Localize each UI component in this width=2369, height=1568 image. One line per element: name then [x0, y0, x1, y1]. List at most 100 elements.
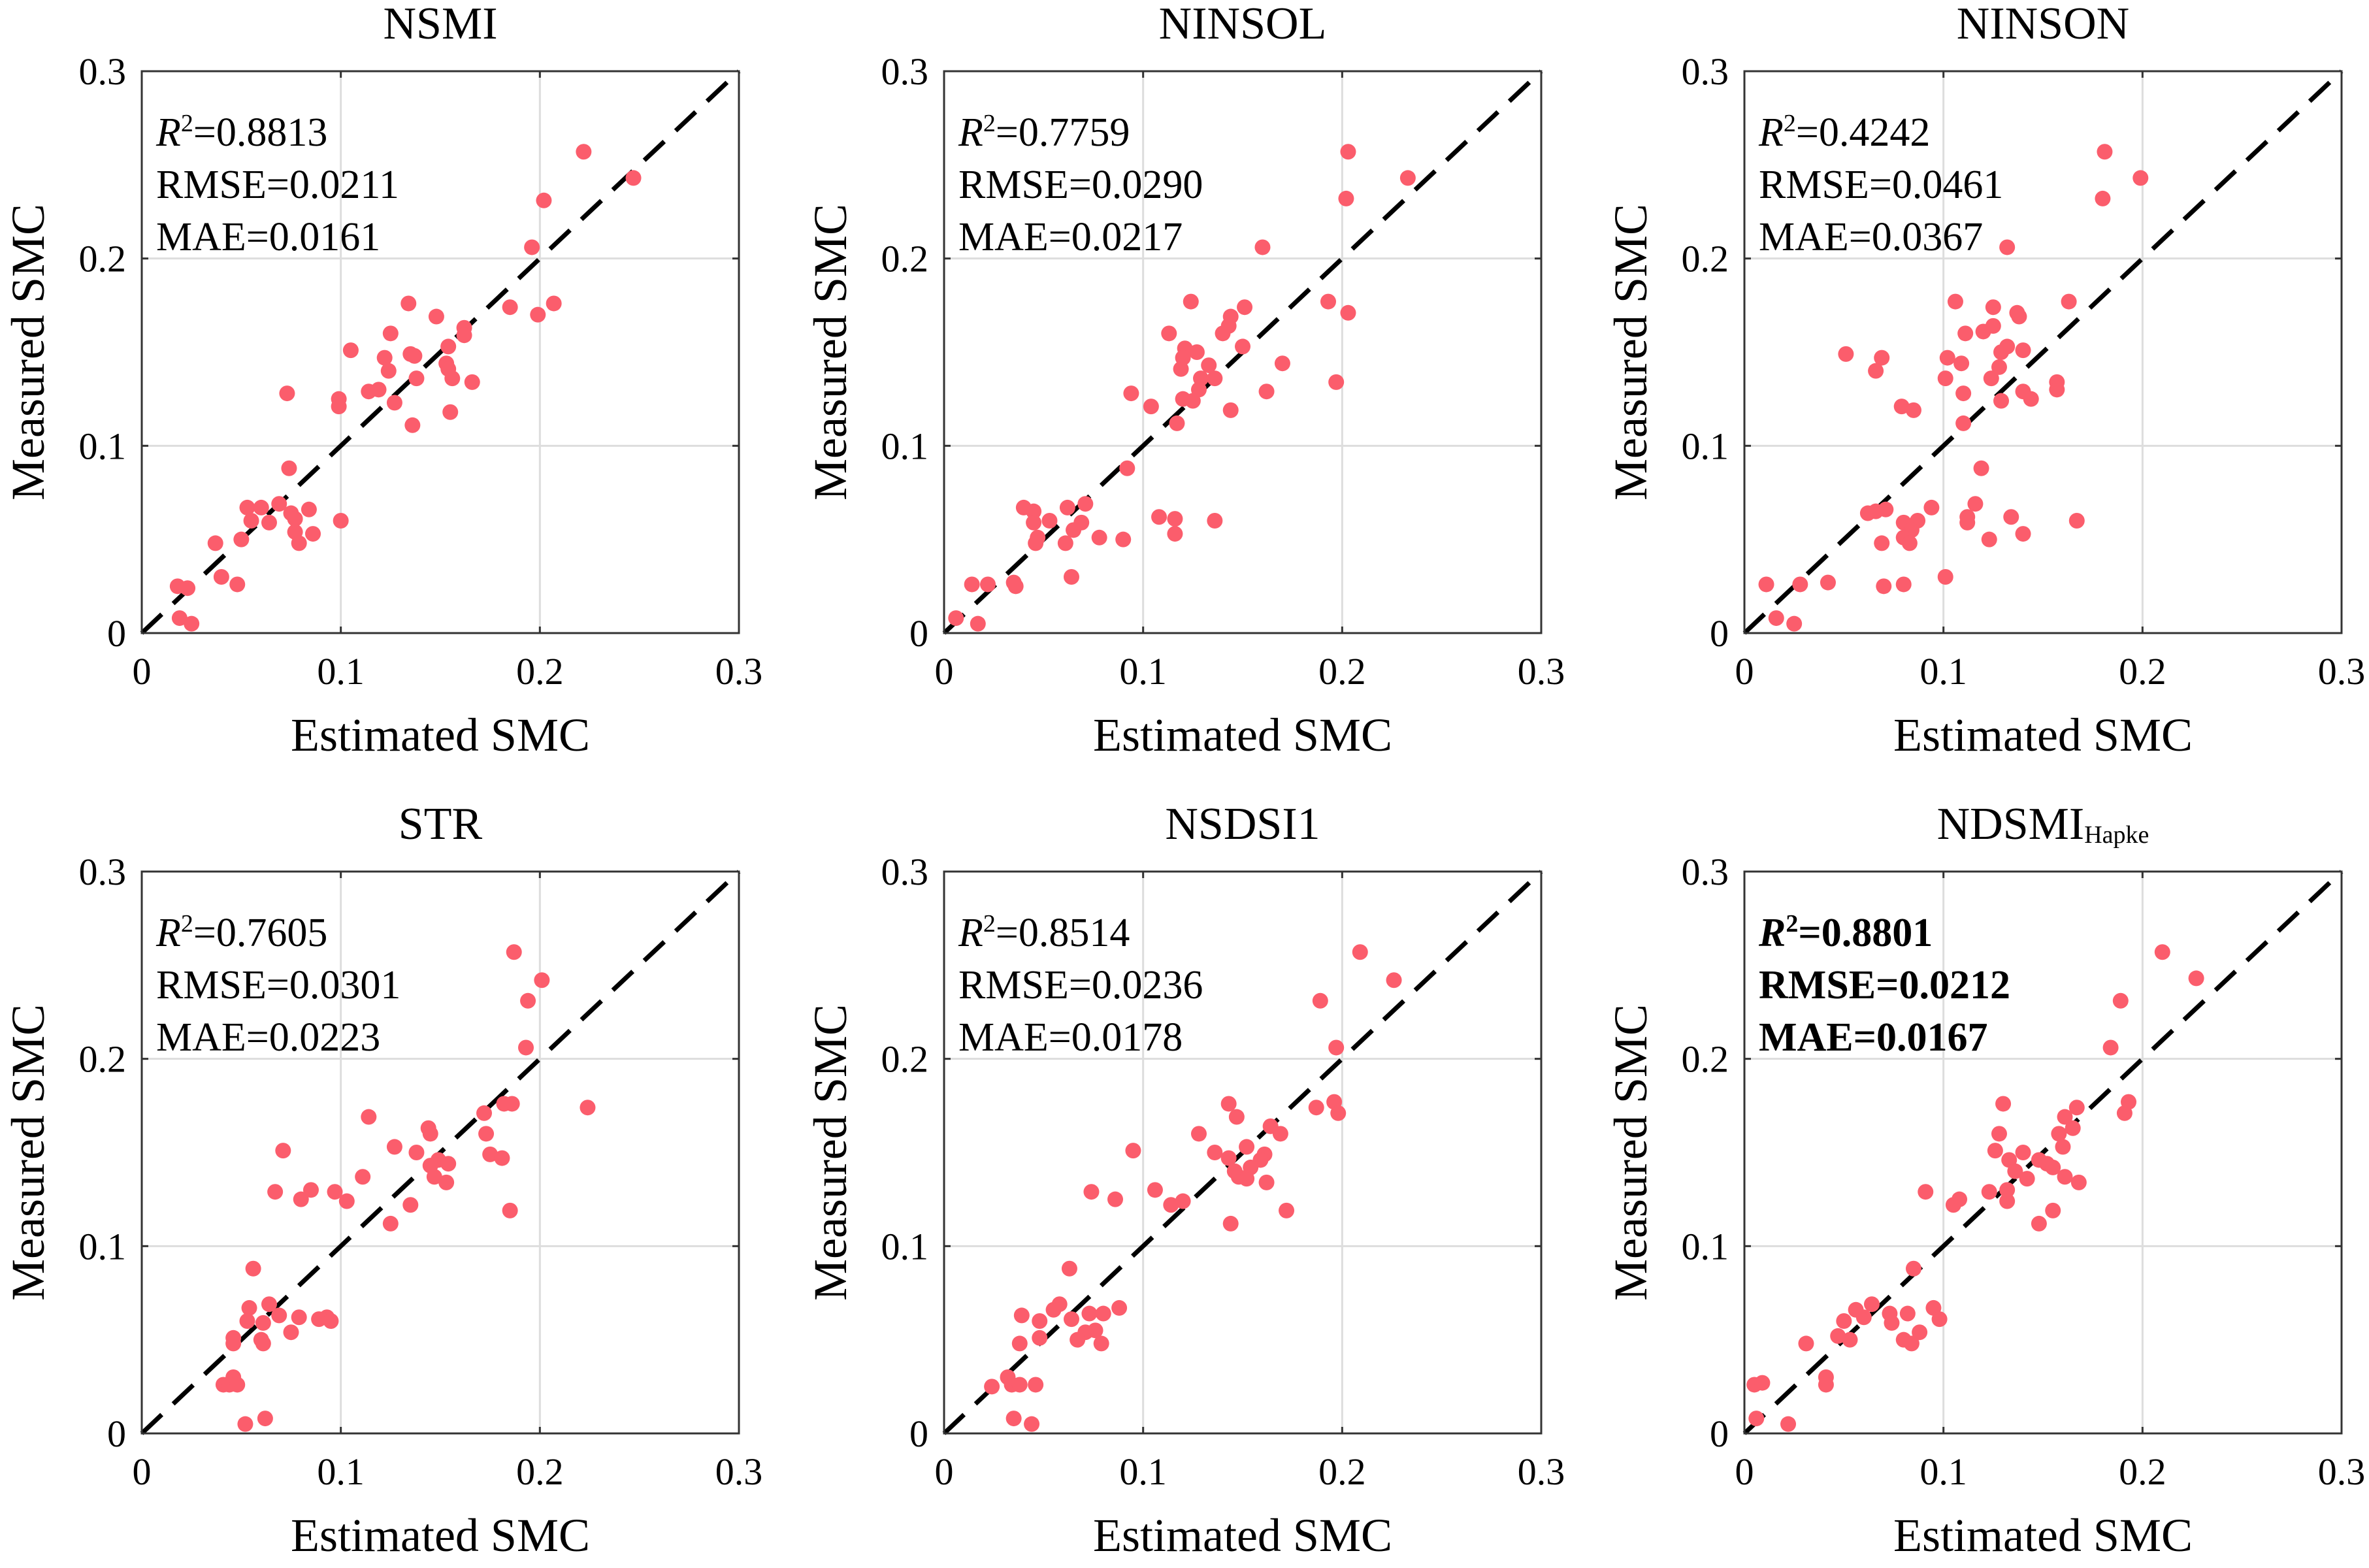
- x-axis-label: Estimated SMC: [1093, 1509, 1392, 1561]
- data-point: [1959, 514, 1976, 531]
- data-point: [1955, 415, 1972, 431]
- data-point: [2003, 509, 2019, 525]
- data-point: [184, 615, 200, 632]
- data-point: [207, 535, 223, 551]
- data-point: [275, 1143, 291, 1159]
- y-tick-label: 0.1: [881, 1225, 929, 1267]
- y-tick-label: 0.1: [1682, 1225, 1729, 1267]
- data-point: [1095, 1305, 1111, 1322]
- y-tick-label: 0.1: [1682, 425, 1729, 467]
- mae-annotation: MAE=0.0367: [1759, 215, 1983, 259]
- data-point: [408, 1145, 425, 1160]
- rmse-value: 0.0212: [1899, 963, 2010, 1007]
- data-point: [283, 1324, 299, 1341]
- data-point: [2065, 1120, 2081, 1136]
- y-tick-label: 0.2: [881, 1038, 929, 1081]
- scatter-panel-4: 0 0.1 0.2 0.3 0 0.1 0.2 0.3 R2=0.7605 RMSE=0.0301…: [2, 799, 762, 1561]
- rmse-label: RMSE=: [156, 963, 289, 1007]
- data-point: [1059, 499, 1075, 515]
- mae-label: MAE=: [958, 1015, 1071, 1060]
- data-point: [267, 1184, 284, 1200]
- rmse-value: 0.0301: [289, 963, 401, 1007]
- data-point: [1279, 1202, 1295, 1218]
- r-squared-value: =0.8514: [996, 911, 1130, 955]
- data-point: [482, 1146, 498, 1162]
- r-symbol: R: [1758, 110, 1784, 155]
- y-tick-label: 0.3: [881, 851, 929, 893]
- scatter-panel-2: 0 0.1 0.2 0.3 0 0.1 0.2 0.3 R2=0.7759 RMSE=0.0290…: [804, 0, 1565, 761]
- data-point: [233, 531, 250, 547]
- mae-label: MAE=: [156, 215, 269, 259]
- x-tick-label: 0: [1735, 650, 1754, 693]
- data-point: [1905, 402, 1921, 418]
- panel-title-main: NSMI: [383, 0, 497, 49]
- data-point: [2015, 1145, 2031, 1160]
- data-point: [225, 1335, 242, 1352]
- data-point: [323, 1313, 339, 1329]
- data-point: [1957, 325, 1974, 342]
- r-squared-annotation: R2=0.7759: [958, 110, 1130, 155]
- data-point: [1975, 323, 1991, 340]
- mae-annotation: MAE=0.0223: [156, 1015, 380, 1060]
- x-tick-label: 0.3: [715, 650, 763, 693]
- data-point: [1842, 1331, 1858, 1348]
- data-point: [1123, 385, 1139, 402]
- r-symbol: R: [1758, 911, 1786, 955]
- data-point: [1111, 1299, 1128, 1316]
- data-point: [2068, 513, 2085, 529]
- data-point: [1011, 1335, 1028, 1352]
- y-tick-label: 0.1: [79, 1225, 127, 1267]
- data-point: [1320, 293, 1337, 310]
- data-point: [1981, 531, 1997, 547]
- data-point: [1063, 1311, 1079, 1328]
- panel-title: NINSOL: [1159, 0, 1327, 49]
- y-axis-label: Measured SMC: [804, 1004, 857, 1301]
- data-point: [1308, 1100, 1324, 1116]
- data-point: [355, 1169, 371, 1185]
- y-tick-label: 0.3: [881, 50, 929, 93]
- data-point: [333, 513, 349, 529]
- data-point: [1923, 499, 1940, 515]
- data-point: [970, 615, 986, 632]
- data-point: [1945, 1197, 1961, 1213]
- data-point: [1899, 1305, 1916, 1322]
- data-point: [402, 1197, 419, 1213]
- y-tick-label: 0.2: [79, 1038, 127, 1081]
- x-tick-label: 0.2: [2119, 650, 2166, 693]
- data-point: [1399, 170, 1416, 186]
- data-point: [331, 399, 347, 415]
- x-tick-label: 0.1: [1920, 1450, 1967, 1493]
- data-point: [1061, 1260, 1077, 1277]
- scatter-panel-5: 0 0.1 0.2 0.3 0 0.1 0.2 0.3 R2=0.8514 RMSE=0.0236…: [804, 799, 1565, 1561]
- data-point: [1201, 357, 1217, 374]
- data-point: [1119, 460, 1135, 476]
- data-point: [1830, 1328, 1846, 1344]
- rmse-label: RMSE=: [156, 163, 289, 207]
- data-point: [1768, 610, 1784, 627]
- data-point: [1026, 503, 1042, 519]
- data-point: [1874, 535, 1890, 551]
- axes-frame: [140, 70, 740, 634]
- data-point: [1032, 1313, 1048, 1329]
- data-point: [2102, 1039, 2119, 1056]
- data-point: [406, 348, 423, 364]
- data-point: [2019, 1171, 2035, 1187]
- data-point: [2097, 144, 2113, 160]
- data-point: [1912, 1324, 1928, 1341]
- data-point: [2057, 1109, 2073, 1125]
- data-point: [1874, 350, 1890, 366]
- data-point: [1028, 535, 1044, 551]
- data-point: [2112, 992, 2129, 1009]
- data-point: [257, 1411, 273, 1427]
- panel-title: NDSMIHapke: [1937, 799, 2149, 849]
- data-point: [2011, 308, 2027, 325]
- y-tick-label: 0.3: [1682, 50, 1729, 93]
- data-point: [2015, 342, 2031, 359]
- data-point: [476, 1105, 493, 1121]
- mae-value: 0.0161: [269, 215, 381, 259]
- x-axis-label: Estimated SMC: [291, 709, 590, 761]
- superscript-2: 2: [1786, 910, 1798, 938]
- x-tick-label: 0.2: [1318, 650, 1366, 693]
- data-point: [245, 1260, 261, 1277]
- data-point: [440, 1156, 457, 1172]
